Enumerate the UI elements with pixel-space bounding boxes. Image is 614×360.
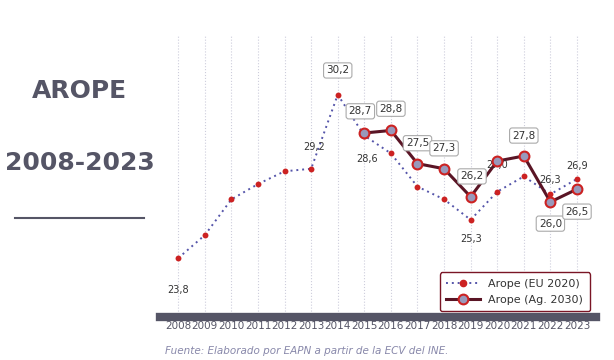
Point [227, 197, 236, 202]
Text: 27,0: 27,0 [486, 160, 508, 170]
Text: 2008-2023: 2008-2023 [5, 151, 155, 175]
Point [519, 153, 529, 159]
Point [545, 199, 555, 205]
Point [413, 161, 422, 167]
Text: 28,7: 28,7 [349, 106, 372, 116]
Point [519, 174, 529, 179]
Point [173, 255, 183, 261]
Point [572, 176, 582, 182]
Text: 23,8: 23,8 [168, 285, 189, 295]
Point [306, 166, 316, 172]
Point [439, 166, 449, 172]
Text: 27,8: 27,8 [512, 131, 535, 140]
Text: 26,0: 26,0 [539, 219, 562, 229]
Point [466, 217, 476, 223]
Text: 27,3: 27,3 [432, 143, 456, 153]
Point [492, 189, 502, 195]
Point [572, 186, 582, 192]
Text: 27,5: 27,5 [406, 138, 429, 148]
Point [359, 130, 369, 136]
Text: 28,8: 28,8 [379, 104, 403, 114]
Point [386, 150, 396, 156]
Text: 26,3: 26,3 [540, 175, 561, 185]
Point [359, 133, 369, 139]
Point [492, 158, 502, 164]
Text: 26,5: 26,5 [565, 207, 589, 217]
Point [466, 194, 476, 200]
Text: 28,6: 28,6 [356, 153, 378, 163]
Point [200, 232, 210, 238]
Text: AROPE: AROPE [33, 79, 127, 103]
Text: Fuente: Elaborado por EAPN a partir de la ECV del INE.: Fuente: Elaborado por EAPN a partir de l… [165, 346, 449, 356]
Point [253, 181, 263, 187]
Point [439, 197, 449, 202]
Legend: Arope (EU 2020), Arope (Ag. 2030): Arope (EU 2020), Arope (Ag. 2030) [440, 273, 590, 311]
Point [386, 127, 396, 133]
Text: 29,2: 29,2 [303, 142, 325, 152]
Point [545, 192, 555, 197]
Point [279, 168, 289, 174]
Point [333, 92, 343, 98]
Text: 25,3: 25,3 [460, 234, 481, 244]
Point [413, 184, 422, 189]
Text: 26,2: 26,2 [460, 171, 484, 181]
Text: 30,2: 30,2 [326, 66, 349, 76]
Text: 26,9: 26,9 [566, 161, 588, 171]
